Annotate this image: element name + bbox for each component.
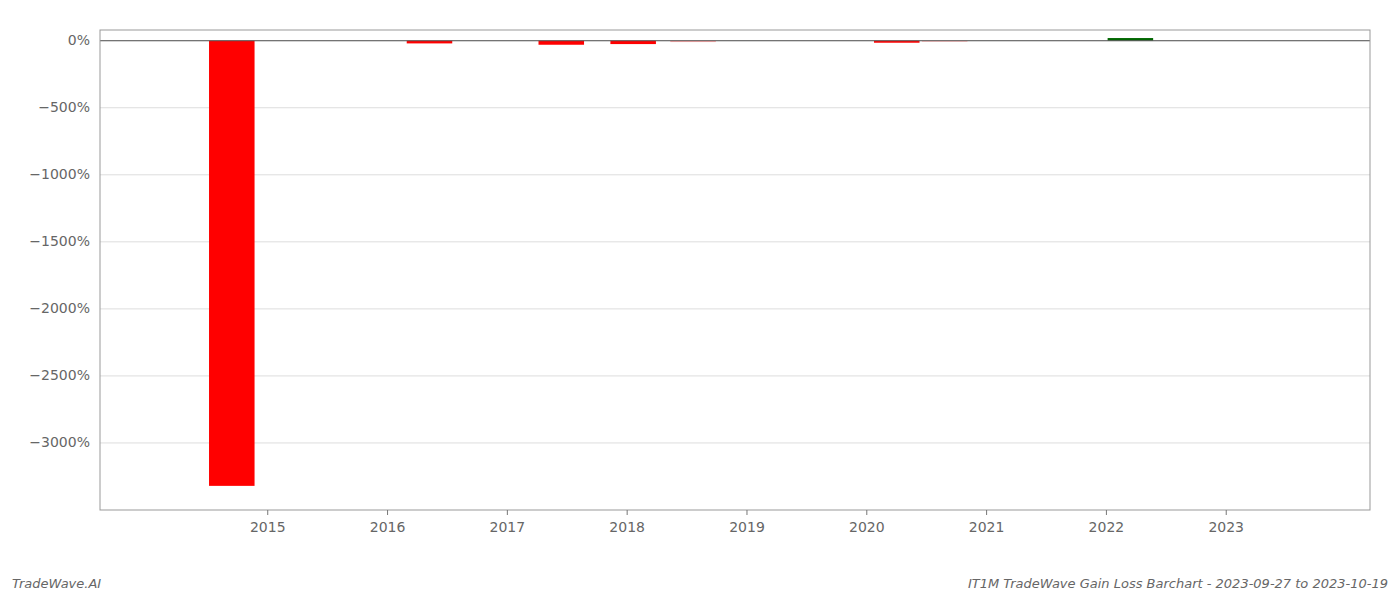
y-tick-label: −1000% [29, 166, 90, 182]
x-tick-label: 2015 [250, 519, 286, 535]
grid-line [100, 174, 1370, 175]
x-tick-label: 2023 [1208, 519, 1244, 535]
x-tick [746, 510, 747, 515]
chart: 0% −500% −1000% −1500% −2000% −2500% −3000% 201… [0, 0, 1400, 600]
grid-line [100, 107, 1370, 108]
title: IT1M TradeWave Gain Loss Barchart - 2023… [968, 576, 1388, 591]
x-tick [866, 510, 867, 515]
x-tick-label: 2020 [849, 519, 885, 535]
y-grid [100, 41, 1370, 443]
x-tick-label: 2018 [609, 519, 645, 535]
grid-line [100, 40, 1370, 41]
grid-line [100, 241, 1370, 242]
x-tick-label: 2022 [1089, 519, 1125, 535]
grid-line [100, 308, 1370, 309]
x-axis: 2015 2016 2017 2018 2019 2020 2021 2022 2023 [250, 510, 1244, 535]
x-tick-label: 2017 [490, 519, 526, 535]
x-tick [986, 510, 987, 515]
bar [610, 41, 656, 44]
y-tick-label: −2500% [29, 367, 90, 383]
x-tick [507, 510, 508, 515]
x-tick-label: 2019 [729, 519, 765, 535]
x-tick [627, 510, 628, 515]
y-tick-label: −3000% [29, 434, 90, 450]
grid-line [100, 375, 1370, 376]
x-tick [1106, 510, 1107, 515]
x-tick [267, 510, 268, 515]
x-tick [387, 510, 388, 515]
watermark: TradeWave.AI [12, 576, 101, 591]
chart-container: 0% −500% −1000% −1500% −2000% −2500% −3000% 201… [0, 0, 1400, 600]
x-tick [1226, 510, 1227, 515]
y-tick-label: −1500% [29, 233, 90, 249]
bar [539, 41, 585, 45]
y-tick-label: 0% [68, 32, 90, 48]
bar [209, 41, 255, 486]
zero-line [100, 40, 1370, 41]
grid-line [100, 442, 1370, 443]
y-tick-labels: 0% −500% −1000% −1500% −2000% −2500% −3000% [29, 32, 90, 450]
x-tick-label: 2021 [969, 519, 1005, 535]
bars [209, 38, 1153, 486]
y-tick-label: −2000% [29, 300, 90, 316]
y-tick-label: −500% [38, 99, 90, 115]
x-tick-label: 2016 [370, 519, 406, 535]
plot-frame [100, 30, 1370, 510]
